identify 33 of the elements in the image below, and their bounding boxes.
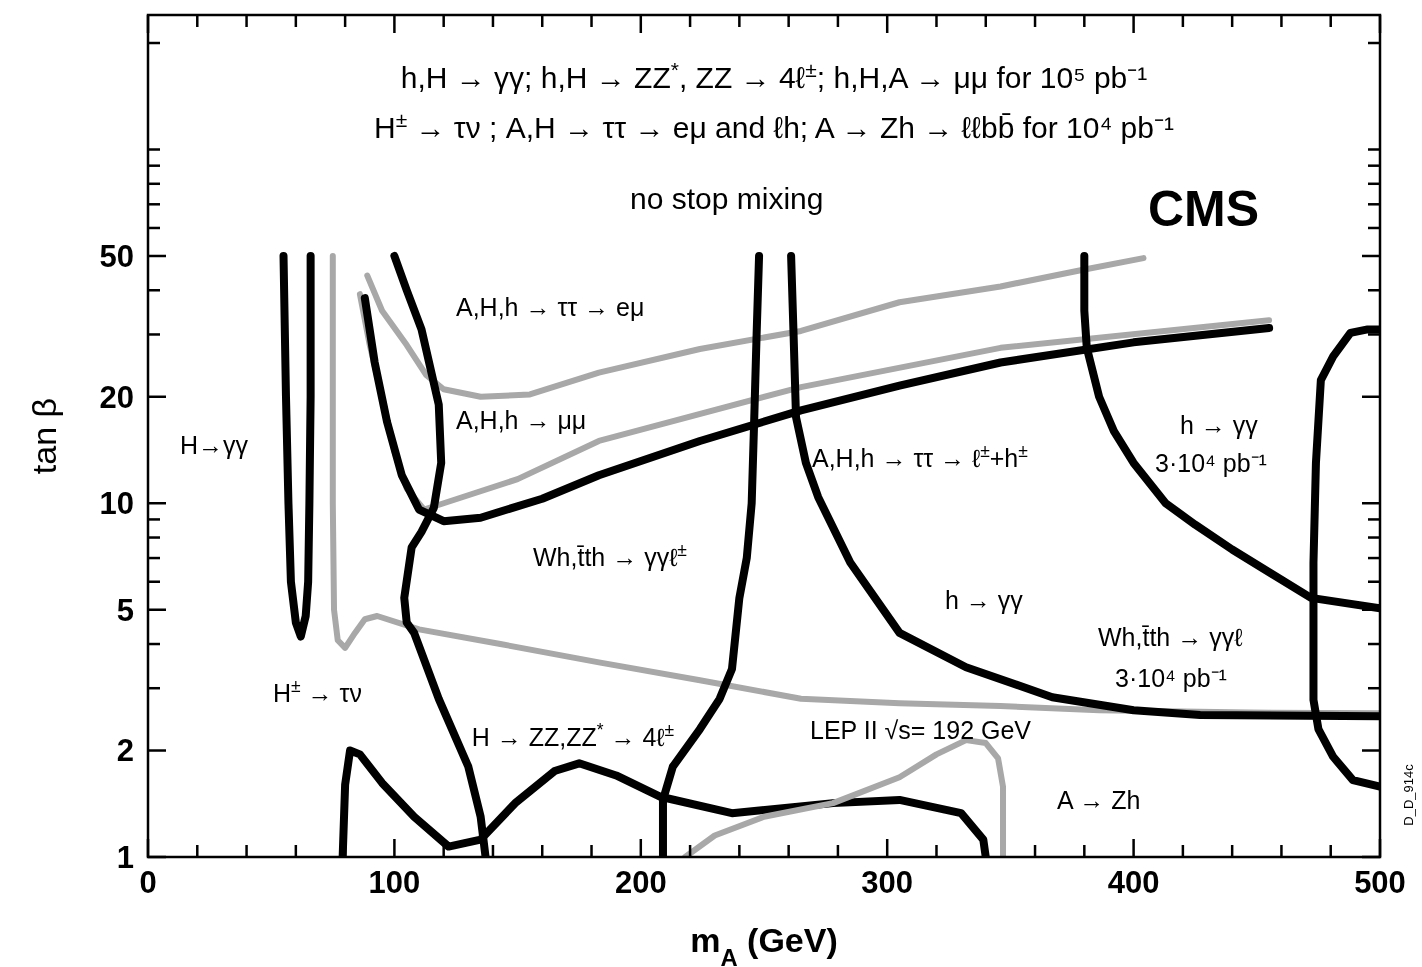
y-axis-title: tan β (25, 397, 63, 475)
annotation: 3·10⁴ pb⁻¹ (1155, 448, 1267, 477)
annotation: CMS (1148, 180, 1260, 237)
annotation: H → ZZ,ZZ$^{*}$ → 4ℓ$^{±}$ (471, 719, 675, 751)
annotation: A,H,h → μμ (456, 405, 587, 434)
x-tick-label: 0 (139, 865, 157, 900)
y-tick-label: 1 (116, 839, 134, 875)
text: h,H → γγ; h,H → ZZ$^{*}$, ZZ → 4ℓ$^{±}$; h,H,A → μμ for 10⁵ pb⁻¹ (400, 57, 1148, 94)
annotation: A,H,h → ττ → ℓ$^{±}$+h$^{±}$ (812, 440, 1029, 472)
annotation: Wh,t̄th → γγℓ (1098, 622, 1244, 651)
annotation: no stop mixing (630, 181, 824, 215)
annotation: h → γγ (945, 585, 1024, 614)
annotation: h → γγ (1180, 410, 1259, 439)
text: D_D_914c (1400, 763, 1416, 826)
x-tick-label: 400 (1107, 865, 1160, 900)
annotation: H→γγ (180, 430, 249, 459)
annotation: H$^{±}$ → τν (273, 675, 362, 707)
annotation: A → Zh (1057, 785, 1141, 814)
y-tick-label: 20 (99, 379, 134, 415)
text: H$^{±}$ → τν ; A,H → ττ → eμ and ℓh; A → Zh → ℓℓbb̄ for 10⁴ pb⁻¹ (374, 107, 1174, 144)
y-tick-label: 50 (99, 238, 134, 274)
x-tick-label: 200 (614, 865, 667, 900)
x-axis-title: m$_{A}$ (GeV) (690, 921, 838, 967)
annotation: Wh,t̄th → γγℓ$^{±}$ (533, 539, 688, 571)
y-tick-label: 2 (116, 733, 134, 769)
annotation: 3·10⁴ pb⁻¹ (1115, 663, 1227, 692)
annotation: LEP II √s= 192 GeV (810, 715, 1032, 744)
x-tick-label: 300 (861, 865, 914, 900)
y-tick-label: 5 (116, 592, 134, 628)
x-tick-label: 500 (1354, 865, 1406, 900)
x-tick-label: 100 (368, 865, 421, 900)
annotation: A,H,h → ττ → eμ (456, 292, 645, 321)
y-tick-label: 10 (99, 486, 134, 522)
